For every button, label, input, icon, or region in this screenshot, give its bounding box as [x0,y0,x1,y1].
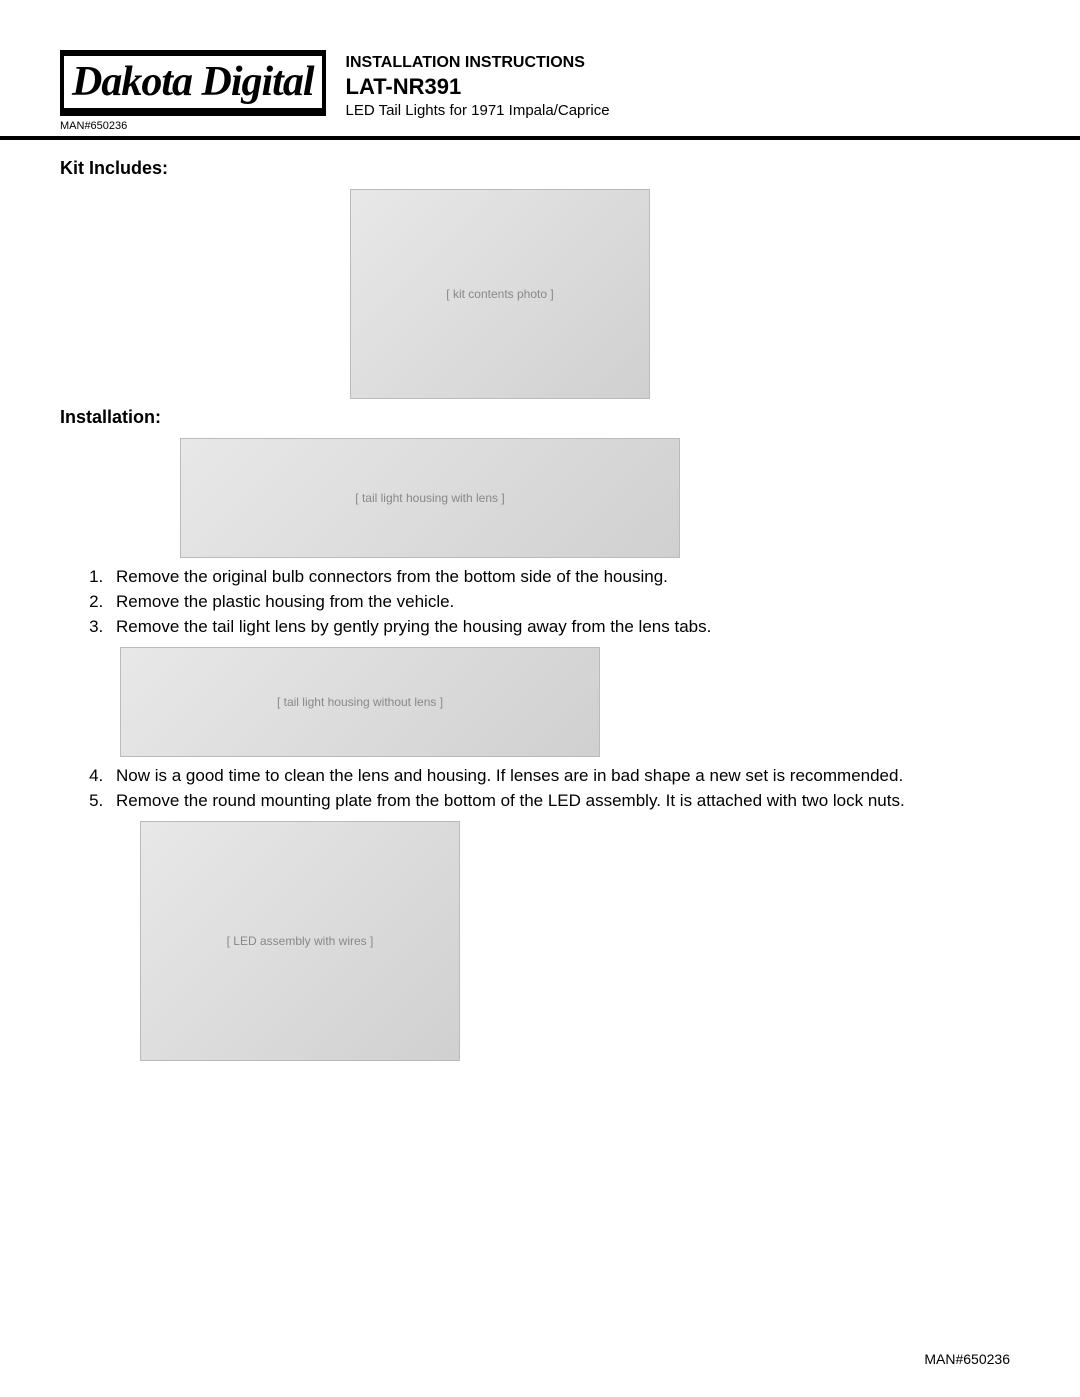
step-3: Remove the tail light lens by gently pry… [108,616,1020,639]
step-4: Now is a good time to clean the lens and… [108,765,1020,788]
steps-list-1: Remove the original bulb connectors from… [108,566,1020,639]
product-code: LAT-NR391 [346,74,1020,100]
logo-block: Dakota Digital MAN#650236 [60,50,326,132]
document-page: Dakota Digital MAN#650236 INSTALLATION I… [0,0,1080,1109]
brand-name: Dakota Digital [72,59,314,105]
product-description: LED Tail Lights for 1971 Impala/Caprice [346,102,1020,119]
installation-title: Installation: [60,407,1020,428]
man-number-top: MAN#650236 [60,120,326,132]
header-info: INSTALLATION INSTRUCTIONS LAT-NR391 LED … [346,50,1020,119]
man-number-footer: MAN#650236 [924,1351,1010,1367]
header: Dakota Digital MAN#650236 INSTALLATION I… [60,50,1020,132]
installation-section: Installation: [ tail light housing with … [60,407,1020,1061]
kit-includes-title: Kit Includes: [60,158,1020,179]
steps-list-2: Now is a good time to clean the lens and… [108,765,1020,813]
kit-contents-image: [ kit contents photo ] [350,189,650,399]
step-1: Remove the original bulb connectors from… [108,566,1020,589]
led-assembly-image: [ LED assembly with wires ] [140,821,460,1061]
housing-with-lens-image: [ tail light housing with lens ] [180,438,680,558]
housing-no-lens-image: [ tail light housing without lens ] [120,647,600,757]
step-5: Remove the round mounting plate from the… [108,790,1020,813]
instructions-label: INSTALLATION INSTRUCTIONS [346,54,1020,72]
step-2: Remove the plastic housing from the vehi… [108,591,1020,614]
header-divider [0,136,1080,140]
brand-logo: Dakota Digital [60,50,326,116]
